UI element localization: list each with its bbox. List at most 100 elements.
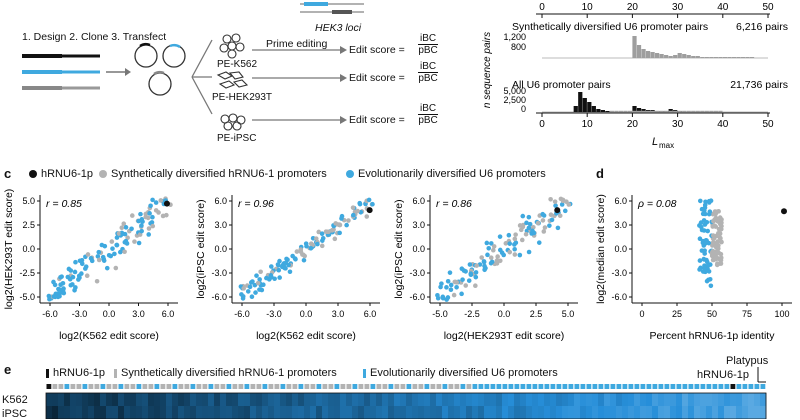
heatmap-cell (274, 393, 281, 406)
scatter-point (61, 290, 67, 296)
scatter-ytick: 2.5 (22, 220, 35, 230)
heatmap-cell (754, 393, 761, 406)
scatter-point (552, 199, 558, 204)
scatter-point (76, 273, 82, 279)
scatter-point (697, 236, 703, 242)
scatter-point (454, 280, 460, 285)
scatter-point-hrnu6 (781, 208, 787, 215)
scatter-point (435, 292, 440, 298)
heatmap-cell (490, 406, 497, 419)
heatmap-marker (544, 384, 550, 389)
scatter-ylabel: log2(HEK293T edit score) (3, 189, 15, 310)
heatmap-marker (148, 384, 154, 389)
construct-diagram (22, 54, 100, 90)
scatter-point (718, 222, 723, 227)
scatter-xtick: 0 (639, 309, 644, 319)
heatmap-marker (598, 384, 604, 389)
scatter-point (269, 264, 274, 269)
heatmap-marker (736, 384, 742, 389)
heatmap-marker (550, 384, 556, 389)
heatmap-marker (376, 384, 382, 389)
heatmap-marker (76, 384, 82, 389)
scatter-point (277, 275, 282, 280)
workflow-steps: 1. Design 2. Clone 3. Transfect (22, 31, 167, 43)
scatter-point (520, 213, 526, 219)
heatmap-cell (634, 393, 641, 406)
scatter-point (494, 258, 500, 263)
scatter-ytick: -6.0 (211, 292, 227, 302)
heatmap-marker (88, 384, 94, 389)
scatter-point (715, 249, 720, 254)
hist-top-title: Synthetically diversified U6 promoter pa… (512, 21, 708, 33)
fraction-denominator: pBC (418, 115, 438, 126)
scatter-point (486, 246, 492, 251)
heatmap-cell (70, 393, 77, 406)
scatter-point (51, 279, 56, 285)
hist-bottom-bar-gray (659, 110, 664, 112)
heatmap-marker (406, 384, 412, 389)
heatmap-marker (490, 384, 496, 389)
scatter-point (147, 211, 152, 216)
scatter-point (109, 239, 115, 244)
heatmap-marker (646, 384, 652, 389)
heatmap-marker (118, 384, 124, 389)
scatter-point (72, 269, 78, 275)
heatmap-cell (352, 406, 359, 419)
heatmap-cell (514, 393, 521, 406)
heatmap-cell (568, 406, 575, 419)
heatmap-cell (544, 406, 551, 419)
heatmap-marker (298, 384, 304, 389)
heatmap-cell (316, 393, 323, 406)
heatmap-cell (364, 406, 371, 419)
hist-xlabel-sub: max (659, 141, 674, 150)
plasmid-icon (134, 43, 186, 96)
scatter-point (89, 258, 95, 264)
heatmap-marker (136, 384, 142, 389)
scatter-point (254, 273, 259, 278)
hist-top-tick: 50 (762, 2, 774, 13)
hist-top-bar (641, 49, 646, 58)
heatmap-marker (196, 384, 202, 389)
scatter-point (250, 279, 255, 284)
heatmap-cell (148, 406, 155, 419)
heatmap-cell (502, 393, 509, 406)
hist-bottom-count: 21,736 pairs (730, 79, 788, 91)
heatmap-cell (262, 406, 269, 419)
hist-top-bar (745, 57, 750, 58)
heatmap-cell (226, 406, 233, 419)
scatter-point (718, 261, 724, 266)
heatmap-cell (130, 393, 137, 406)
heatmap-cell (196, 406, 203, 419)
heatmap-cell (622, 406, 629, 419)
scatter-point (245, 289, 251, 294)
heatmap-marker (658, 384, 664, 389)
heatmap-cell (190, 393, 197, 406)
hist-top-ytick: 1,200 (503, 32, 526, 42)
heatmap-marker (364, 384, 370, 389)
heatmap-cell (142, 406, 149, 419)
heatmap-cell (226, 393, 233, 406)
heatmap-cell (388, 406, 395, 419)
hist-bottom-bar (587, 102, 592, 112)
heatmap-marker (712, 384, 718, 389)
scatter-point (484, 240, 490, 246)
heatmap-marker (664, 384, 670, 389)
heatmap-marker (124, 384, 130, 389)
scatter-point (473, 283, 478, 289)
scatter-point (329, 228, 335, 233)
hist-bottom-bar-gray (627, 110, 633, 112)
heatmap-cell (88, 393, 95, 406)
fraction-numerator: iBC (418, 61, 439, 73)
heatmap-marker (460, 384, 466, 389)
heatmap-cell (394, 393, 401, 406)
hist-bottom-bar-gray (655, 110, 660, 112)
scatter-r: r = 0.96 (238, 198, 274, 210)
scatter-point-hrnu6 (366, 207, 373, 214)
panel-d-label: d (596, 166, 604, 181)
heatmap-marker (568, 384, 574, 389)
heatmap-cell (76, 393, 83, 406)
panel-e-label: e (4, 362, 12, 377)
hist-top-tick: 10 (582, 2, 594, 13)
edit-score-fraction-3: iBC pBC (418, 103, 439, 126)
heatmap-cell (550, 393, 557, 406)
